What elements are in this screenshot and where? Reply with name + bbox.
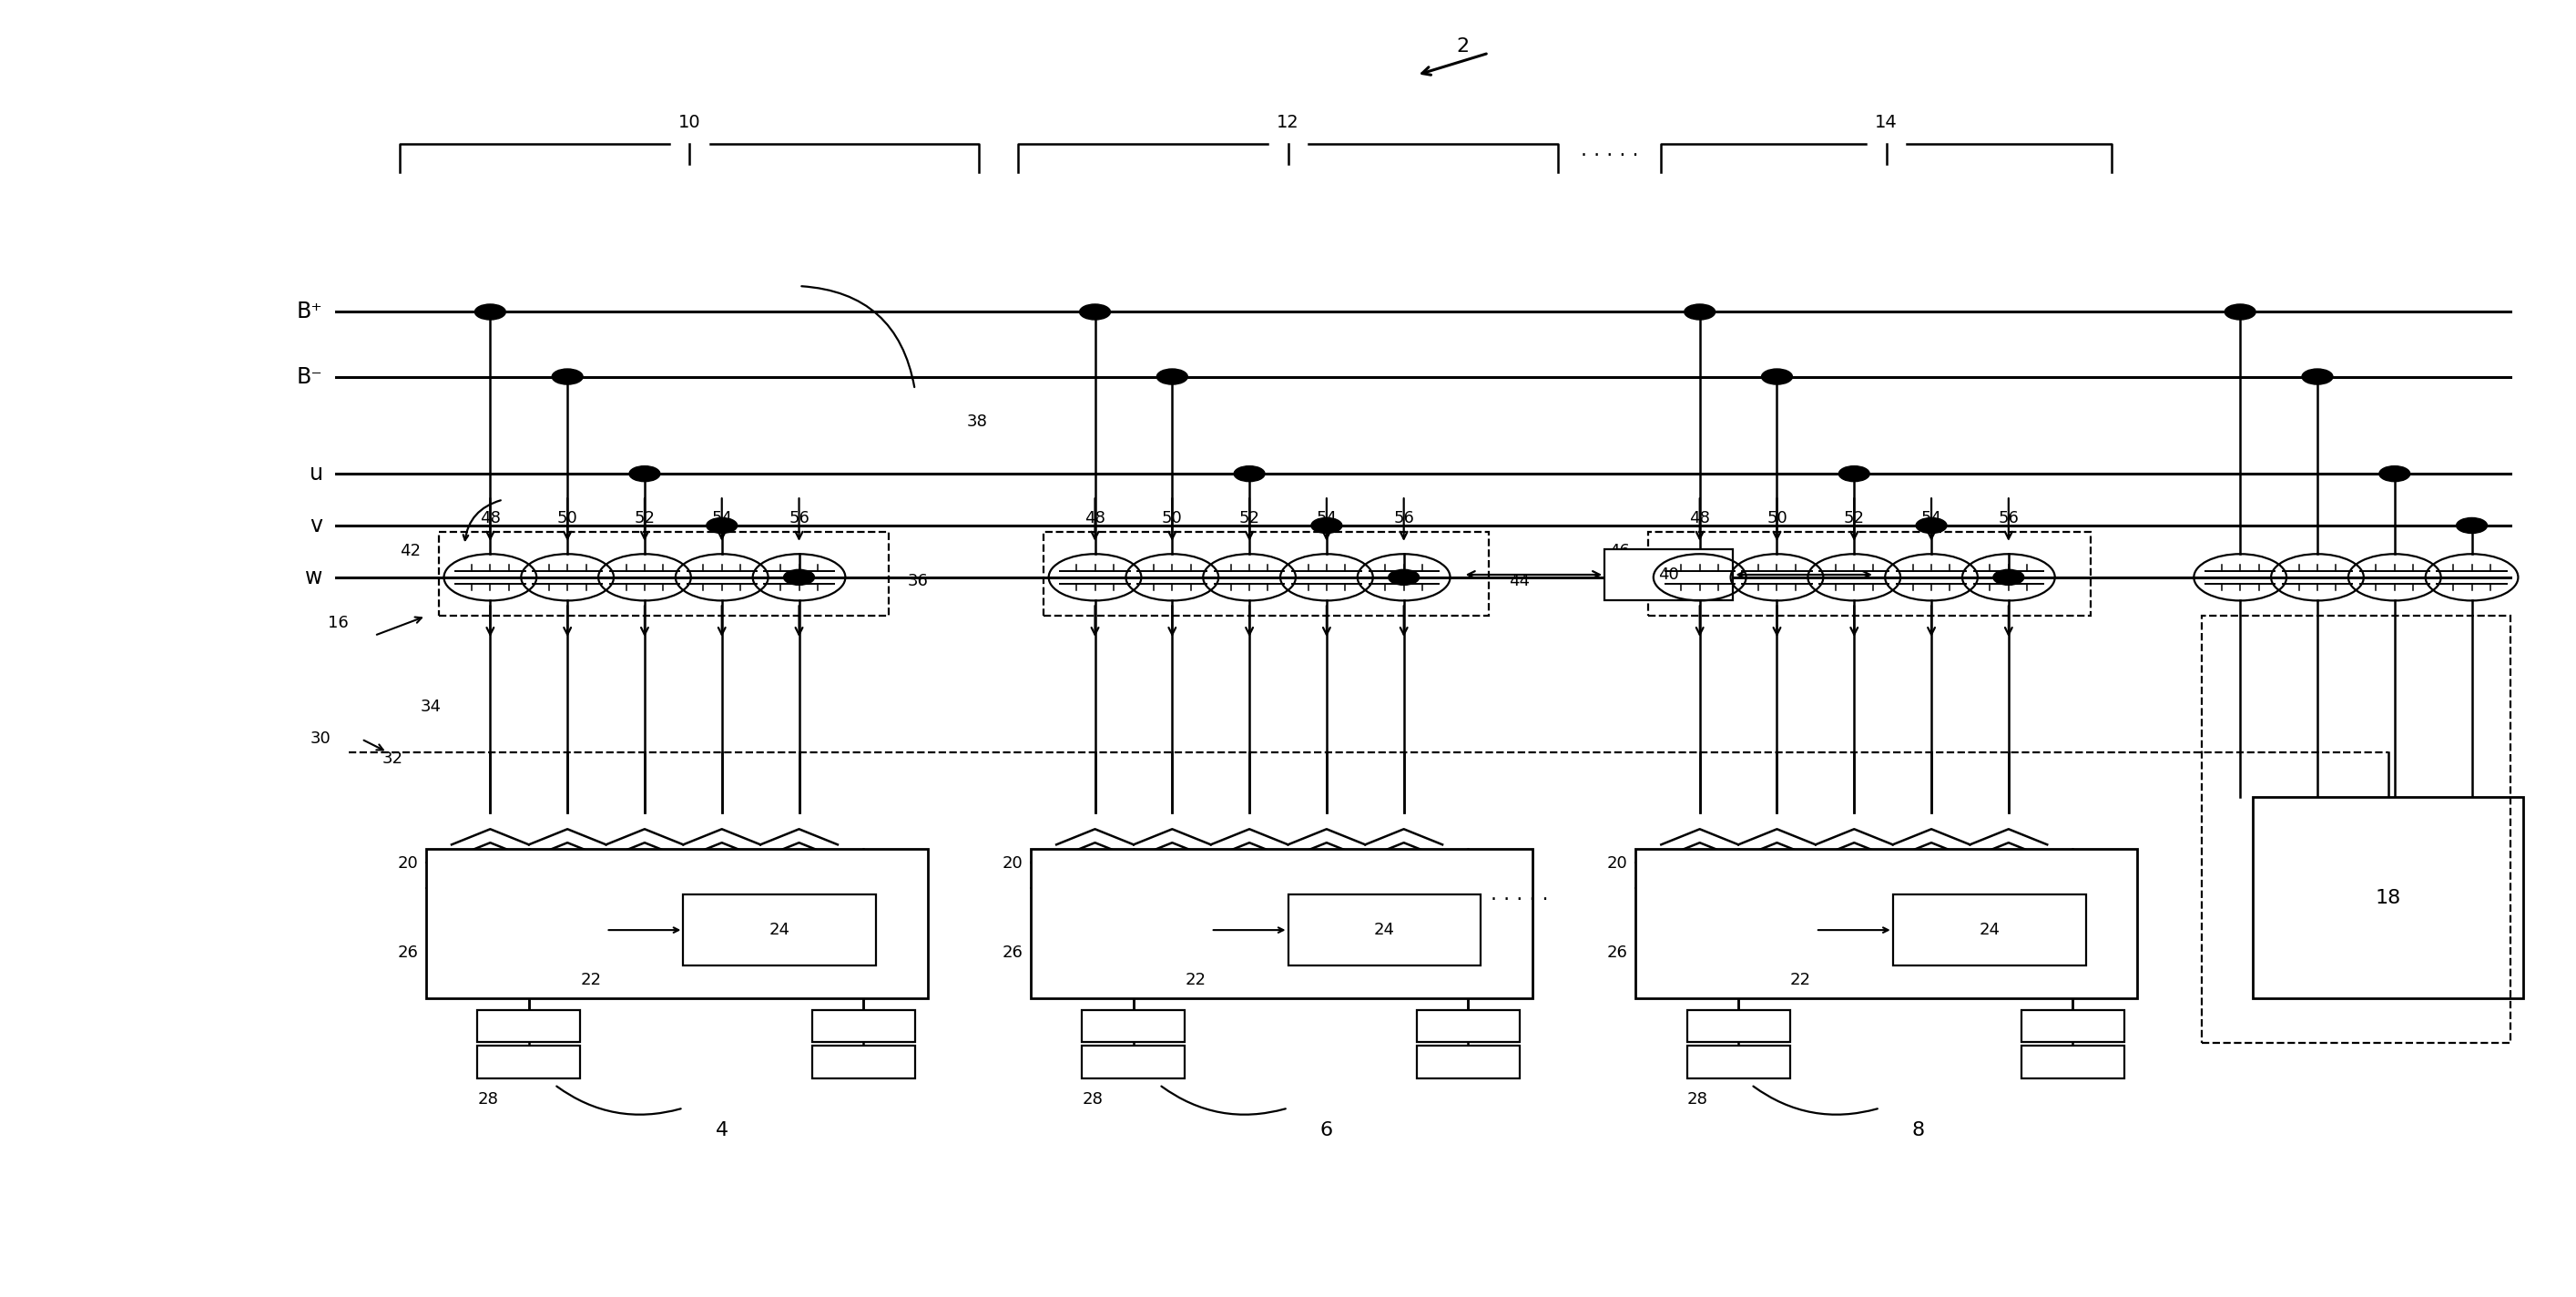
Circle shape — [2458, 518, 2488, 533]
Text: 26: 26 — [1002, 944, 1023, 961]
Text: u: u — [309, 463, 322, 485]
Bar — [2022, 1009, 2125, 1041]
Circle shape — [1234, 466, 1265, 481]
Bar — [1417, 1045, 1520, 1078]
Text: 22: 22 — [580, 973, 600, 988]
Bar — [1649, 532, 2092, 616]
Text: 52: 52 — [1239, 511, 1260, 527]
Text: 56: 56 — [1394, 511, 1414, 527]
Text: 14: 14 — [1875, 113, 1899, 131]
Circle shape — [551, 368, 582, 384]
Text: 38: 38 — [966, 414, 987, 431]
Bar — [1082, 1009, 1185, 1041]
Text: 52: 52 — [634, 511, 654, 527]
Bar — [811, 1009, 914, 1041]
Bar — [683, 895, 876, 966]
Text: 50: 50 — [1767, 511, 1788, 527]
Text: w: w — [307, 567, 322, 589]
Text: 46: 46 — [1610, 543, 1631, 559]
Bar — [1605, 549, 1734, 601]
Text: 54: 54 — [1316, 511, 1337, 527]
Bar — [1893, 895, 2087, 966]
Text: 30: 30 — [309, 732, 330, 747]
Bar — [1417, 1009, 1520, 1041]
Bar — [2202, 616, 2512, 1043]
Text: . . . . .: . . . . . — [1582, 141, 1638, 160]
Circle shape — [1685, 305, 1716, 319]
Circle shape — [474, 305, 505, 319]
Bar — [1030, 850, 1533, 997]
Text: 28: 28 — [1082, 1091, 1103, 1108]
Text: 48: 48 — [1084, 511, 1105, 527]
Circle shape — [1994, 569, 2025, 585]
Text: 48: 48 — [1690, 511, 1710, 527]
Text: 56: 56 — [1999, 511, 2020, 527]
Text: 32: 32 — [381, 751, 402, 767]
Text: 52: 52 — [1844, 511, 1865, 527]
Bar — [438, 532, 889, 616]
Circle shape — [2303, 368, 2334, 384]
Text: 42: 42 — [399, 543, 420, 559]
Circle shape — [629, 466, 659, 481]
Circle shape — [1917, 518, 1947, 533]
Text: 48: 48 — [479, 511, 500, 527]
Bar — [1082, 1045, 1185, 1078]
Bar — [1288, 895, 1481, 966]
Circle shape — [1762, 368, 1793, 384]
Circle shape — [2380, 466, 2411, 481]
Text: v: v — [309, 515, 322, 537]
Text: 20: 20 — [1002, 856, 1023, 872]
Text: 20: 20 — [397, 856, 417, 872]
Circle shape — [706, 518, 737, 533]
Circle shape — [2226, 305, 2257, 319]
Bar — [2254, 798, 2524, 997]
Bar — [1043, 532, 1489, 616]
Text: 34: 34 — [420, 699, 440, 715]
Text: 2: 2 — [1455, 38, 1468, 56]
Circle shape — [1839, 466, 1870, 481]
Text: 40: 40 — [1659, 567, 1680, 582]
Text: 12: 12 — [1278, 113, 1298, 131]
Text: 24: 24 — [770, 922, 791, 938]
Text: 16: 16 — [327, 615, 348, 630]
Bar — [425, 850, 927, 997]
Text: 24: 24 — [1978, 922, 1999, 938]
Bar — [477, 1045, 580, 1078]
Circle shape — [783, 569, 814, 585]
Text: 50: 50 — [1162, 511, 1182, 527]
Text: 4: 4 — [716, 1121, 729, 1139]
Text: 28: 28 — [477, 1091, 497, 1108]
Text: 22: 22 — [1185, 973, 1206, 988]
Text: 36: 36 — [907, 573, 927, 589]
Text: 10: 10 — [677, 113, 701, 131]
Bar — [1687, 1045, 1790, 1078]
Text: 54: 54 — [711, 511, 732, 527]
Text: 6: 6 — [1319, 1121, 1332, 1139]
Bar — [1687, 1009, 1790, 1041]
Bar — [2022, 1045, 2125, 1078]
Text: 26: 26 — [397, 944, 417, 961]
Text: 20: 20 — [1607, 856, 1628, 872]
Text: . . . . .: . . . . . — [1492, 886, 1548, 904]
Circle shape — [1388, 569, 1419, 585]
Text: 28: 28 — [1687, 1091, 1708, 1108]
Text: 44: 44 — [1510, 573, 1530, 589]
Text: 54: 54 — [1922, 511, 1942, 527]
Text: 22: 22 — [1790, 973, 1811, 988]
Text: 18: 18 — [2375, 888, 2401, 907]
Bar — [477, 1009, 580, 1041]
Circle shape — [1157, 368, 1188, 384]
Circle shape — [1311, 518, 1342, 533]
Text: 8: 8 — [1911, 1121, 1924, 1139]
Circle shape — [1079, 305, 1110, 319]
Text: B⁺: B⁺ — [296, 301, 322, 323]
Text: 56: 56 — [788, 511, 809, 527]
Text: 26: 26 — [1607, 944, 1628, 961]
Text: B⁻: B⁻ — [296, 366, 322, 388]
Text: 50: 50 — [556, 511, 577, 527]
Bar — [811, 1045, 914, 1078]
Bar — [1636, 850, 2138, 997]
Text: 24: 24 — [1373, 922, 1396, 938]
